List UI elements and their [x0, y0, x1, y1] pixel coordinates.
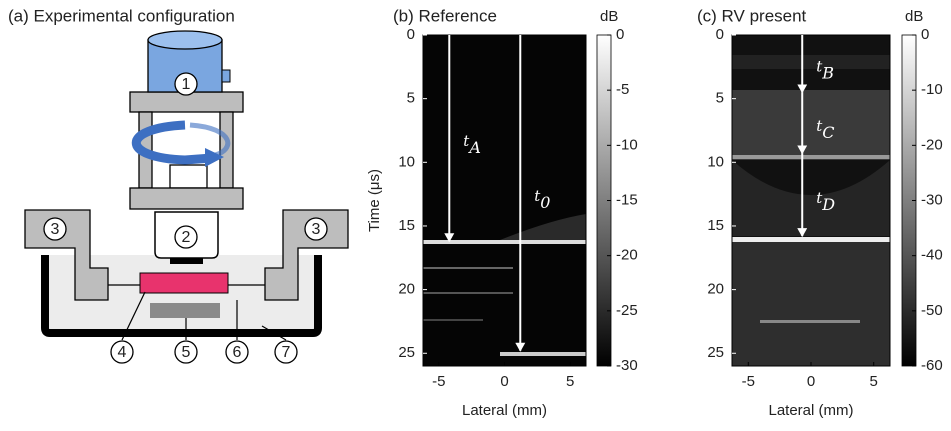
panel-title: (c) RV present	[697, 6, 807, 25]
arrow-label: tD	[816, 189, 835, 214]
part-label: 2	[182, 229, 191, 246]
arrow-label-base: t	[463, 132, 470, 150]
setup-diagram: (a) Experimental configuration 1 2 3 3 4	[8, 6, 349, 364]
colorbar-tick-label: -30	[616, 357, 638, 374]
x-tick-label: 5	[566, 373, 574, 390]
colorbar-label: dB	[600, 8, 618, 25]
arrow-label-base: t	[816, 58, 823, 76]
arrow-label-sub: A	[467, 138, 481, 157]
colorbar-tick-label: -10	[616, 136, 638, 153]
arrow-label-base: t	[534, 187, 541, 205]
x-tick-label: 0	[500, 373, 508, 390]
image-b	[423, 35, 586, 366]
y-tick-label: 10	[398, 153, 415, 170]
y-tick-label: 0	[407, 26, 415, 43]
arrow-label-sub: C	[822, 122, 834, 141]
colorbar-tick-label: -40	[921, 247, 943, 264]
panel-title: (b) Reference	[393, 6, 497, 25]
y-tick-label: 5	[407, 90, 415, 107]
y-tick-label: 25	[707, 344, 724, 361]
arrow-label: t0	[534, 187, 550, 212]
arrow-label: tA	[463, 132, 481, 157]
colorbar-tick-label: -20	[921, 136, 943, 153]
colorbar-tick-label: -50	[921, 302, 943, 319]
colorbar-tick-label: 0	[616, 26, 624, 43]
y-tick-label: 25	[398, 344, 415, 361]
arrow-label: tC	[816, 117, 834, 142]
part-label: 3	[312, 221, 321, 238]
panel-title: (a) Experimental configuration	[8, 6, 235, 25]
colorbar-tick-label: -25	[616, 302, 638, 319]
colorbar-tick-label: -10	[921, 81, 943, 98]
part-label: 3	[51, 221, 60, 238]
colorbar-tick-label: -5	[616, 81, 629, 98]
y-tick-label: 5	[716, 90, 724, 107]
y-tick-label: 10	[707, 153, 724, 170]
colorbar-label: dB	[905, 8, 923, 25]
colorbar-tick-label: -15	[616, 191, 638, 208]
colorbar-tick-label: -20	[616, 247, 638, 264]
arrow-label-sub: D	[821, 194, 835, 213]
colorbar-tick-label: -60	[921, 357, 943, 374]
arrow-label-sub: B	[821, 63, 834, 82]
part-label: 5	[182, 344, 191, 361]
x-axis-label: Lateral (mm)	[462, 402, 547, 419]
y-tick-label: 0	[716, 26, 724, 43]
y-tick-label: 20	[707, 281, 724, 298]
part-label: 6	[233, 344, 242, 361]
y-axis-label: Time (μs)	[366, 169, 383, 232]
part-label: 7	[282, 344, 291, 361]
x-tick-label: -5	[432, 373, 445, 390]
arrow-label-base: t	[816, 189, 823, 207]
y-tick-label: 15	[398, 217, 415, 234]
x-tick-label: 0	[807, 373, 815, 390]
x-tick-label: 5	[870, 373, 878, 390]
x-tick-label: -5	[742, 373, 755, 390]
x-axis-label: Lateral (mm)	[768, 402, 853, 419]
y-tick-label: 20	[398, 281, 415, 298]
colorbar-tick-label: -30	[921, 191, 943, 208]
arrow-label-sub: 0	[540, 192, 550, 211]
arrow-label-base: t	[816, 117, 823, 135]
colorbar-tick-label: 0	[921, 26, 929, 43]
arrow-label: tB	[816, 58, 834, 83]
part-label: 1	[182, 76, 191, 93]
y-tick-label: 15	[707, 217, 724, 234]
image-c	[732, 35, 890, 366]
part-label: 4	[118, 344, 127, 361]
